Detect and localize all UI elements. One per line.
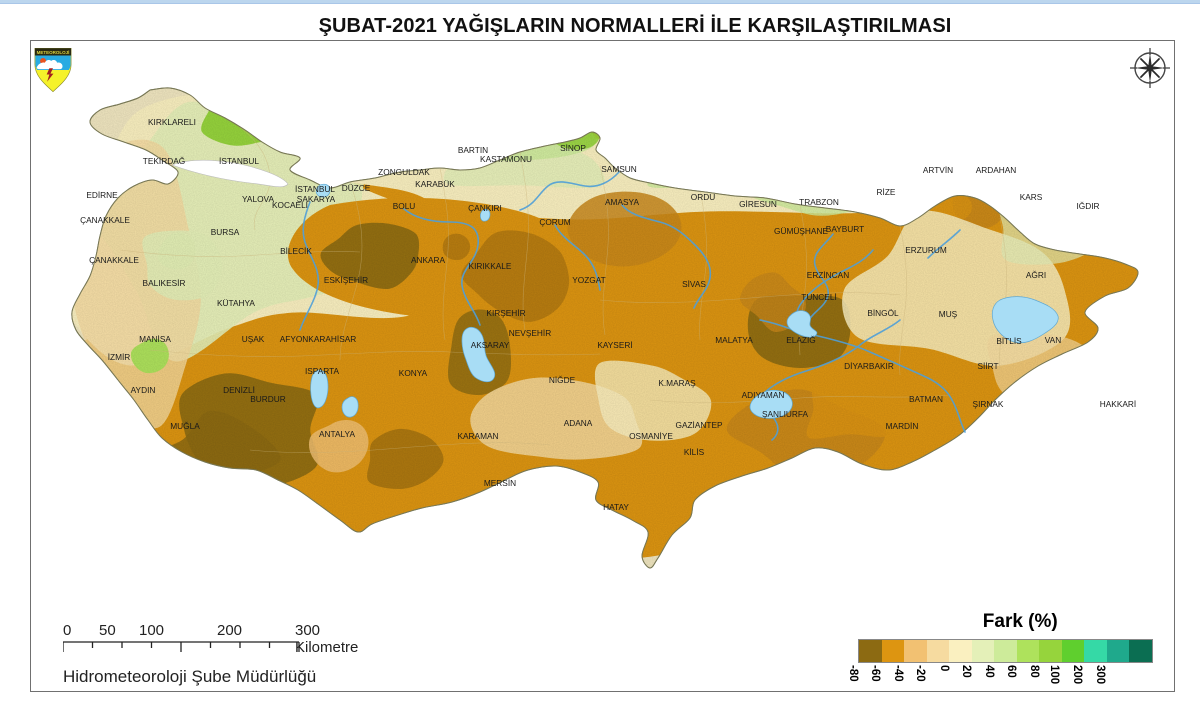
svg-text:GİRESUN: GİRESUN	[739, 199, 777, 209]
svg-text:NİĞDE: NİĞDE	[549, 375, 576, 385]
svg-text:BOLU: BOLU	[393, 201, 416, 211]
svg-text:KARABÜK: KARABÜK	[415, 179, 455, 189]
svg-text:KIRŞEHİR: KIRŞEHİR	[486, 308, 525, 318]
svg-text:UŞAK: UŞAK	[242, 334, 265, 344]
svg-text:KIRIKKALE: KIRIKKALE	[469, 261, 512, 271]
svg-text:RİZE: RİZE	[877, 187, 896, 197]
svg-text:ERZİNCAN: ERZİNCAN	[807, 270, 849, 280]
svg-text:AKSARAY: AKSARAY	[471, 340, 510, 350]
svg-text:VAN: VAN	[1045, 335, 1061, 345]
svg-text:ELAZIĞ: ELAZIĞ	[786, 335, 816, 345]
svg-text:ERZURUM: ERZURUM	[905, 245, 947, 255]
svg-text:BAYBURT: BAYBURT	[826, 224, 864, 234]
svg-text:NEVŞEHİR: NEVŞEHİR	[509, 328, 551, 338]
svg-text:AFYONKARAHİSAR: AFYONKARAHİSAR	[280, 334, 357, 344]
svg-text:DİYARBAKIR: DİYARBAKIR	[844, 361, 894, 371]
svg-text:KARAMAN: KARAMAN	[457, 431, 498, 441]
svg-text:ZONGULDAK: ZONGULDAK	[378, 167, 430, 177]
svg-text:ŞANLIURFA: ŞANLIURFA	[762, 409, 809, 419]
svg-text:OSMANİYE: OSMANİYE	[629, 431, 673, 441]
svg-text:YALOVA: YALOVA	[242, 194, 274, 204]
svg-text:İSTANBUL: İSTANBUL	[219, 156, 259, 166]
svg-text:SAKARYA: SAKARYA	[297, 194, 336, 204]
svg-text:K.MARAŞ: K.MARAŞ	[658, 378, 696, 388]
svg-text:ÇORUM: ÇORUM	[539, 217, 570, 227]
svg-text:ADANA: ADANA	[564, 418, 593, 428]
svg-text:TEKİRDAĞ: TEKİRDAĞ	[143, 156, 185, 166]
svg-text:BURSA: BURSA	[211, 227, 240, 237]
svg-text:SİİRT: SİİRT	[977, 361, 998, 371]
svg-text:YOZGAT: YOZGAT	[572, 275, 606, 285]
svg-text:MANİSA: MANİSA	[139, 334, 171, 344]
svg-text:IĞDIR: IĞDIR	[1076, 201, 1099, 211]
svg-text:AMASYA: AMASYA	[605, 197, 639, 207]
svg-text:KIRKLARELI: KIRKLARELI	[148, 117, 196, 127]
svg-text:MUĞLA: MUĞLA	[170, 421, 200, 431]
svg-text:ANTALYA: ANTALYA	[319, 429, 355, 439]
svg-text:DÜZCE: DÜZCE	[342, 183, 371, 193]
svg-text:MALATYA: MALATYA	[715, 335, 753, 345]
svg-text:KİLİS: KİLİS	[684, 447, 705, 457]
svg-text:ISPARTA: ISPARTA	[305, 366, 340, 376]
svg-text:HATAY: HATAY	[603, 502, 629, 512]
svg-text:GAZİANTEP: GAZİANTEP	[675, 420, 722, 430]
svg-text:KÜTAHYA: KÜTAHYA	[217, 298, 255, 308]
svg-text:ÇANKIRI: ÇANKIRI	[468, 203, 502, 213]
svg-text:GÜMÜŞHANE: GÜMÜŞHANE	[774, 226, 828, 236]
svg-text:KONYA: KONYA	[399, 368, 428, 378]
svg-text:BİNGÖL: BİNGÖL	[867, 308, 899, 318]
svg-text:BİLECİK: BİLECİK	[280, 246, 312, 256]
svg-text:ORDU: ORDU	[691, 192, 715, 202]
svg-text:HAKKARİ: HAKKARİ	[1100, 399, 1136, 409]
svg-text:TUNCELİ: TUNCELİ	[801, 292, 837, 302]
svg-text:ÇANAKKALE: ÇANAKKALE	[89, 255, 139, 265]
svg-text:EDİRNE: EDİRNE	[86, 190, 118, 200]
svg-text:SAMSUN: SAMSUN	[601, 164, 637, 174]
svg-text:ADIYAMAN: ADIYAMAN	[742, 390, 785, 400]
svg-text:METEOROLOJİ: METEOROLOJİ	[37, 49, 70, 55]
svg-text:SİNOP: SİNOP	[560, 143, 586, 153]
svg-text:ARTVİN: ARTVİN	[923, 165, 953, 175]
svg-text:BİTLİS: BİTLİS	[996, 336, 1022, 346]
svg-text:BURDUR: BURDUR	[250, 394, 286, 404]
svg-text:KARS: KARS	[1020, 192, 1043, 202]
svg-text:MARDİN: MARDİN	[886, 421, 919, 431]
svg-text:ESKİŞEHİR: ESKİŞEHİR	[324, 275, 368, 285]
svg-text:ŞIRNAK: ŞIRNAK	[973, 399, 1004, 409]
svg-text:TRABZON: TRABZON	[799, 197, 839, 207]
svg-text:ANKARA: ANKARA	[411, 255, 446, 265]
svg-text:BALIKESİR: BALIKESİR	[143, 278, 186, 288]
svg-text:KASTAMONU: KASTAMONU	[480, 154, 532, 164]
svg-text:İZMİR: İZMİR	[108, 352, 131, 362]
svg-text:AYDIN: AYDIN	[131, 385, 156, 395]
svg-text:BATMAN: BATMAN	[909, 394, 943, 404]
svg-text:KAYSERİ: KAYSERİ	[597, 340, 632, 350]
svg-text:ARDAHAN: ARDAHAN	[976, 165, 1017, 175]
svg-text:ÇANAKKALE: ÇANAKKALE	[80, 215, 130, 225]
svg-text:MUŞ: MUŞ	[939, 309, 958, 319]
svg-text:AĞRI: AĞRI	[1026, 270, 1046, 280]
svg-text:İSTANBUL: İSTANBUL	[295, 184, 335, 194]
svg-text:MERSİN: MERSİN	[484, 478, 516, 488]
svg-text:SİVAS: SİVAS	[682, 279, 706, 289]
